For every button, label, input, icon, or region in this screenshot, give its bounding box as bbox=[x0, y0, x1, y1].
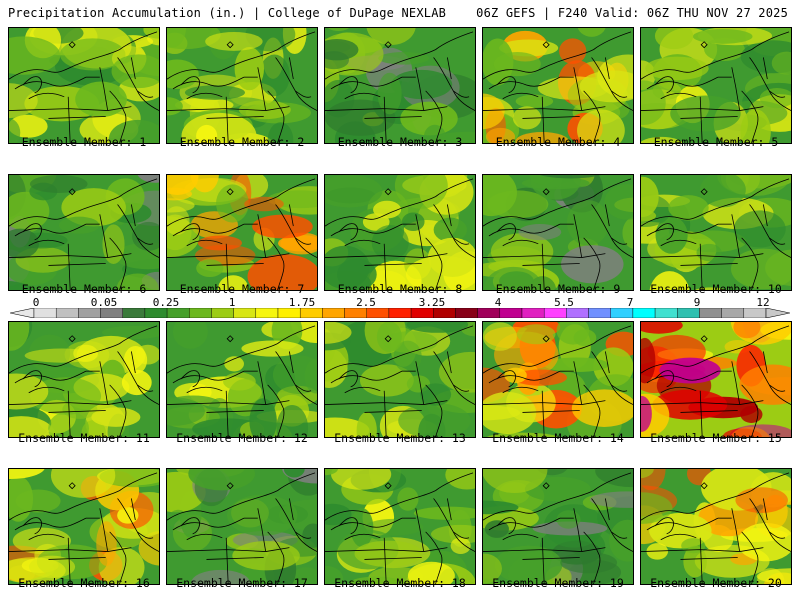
ensemble-member-map-4 bbox=[482, 27, 634, 144]
colorbar-tick-label: 0.05 bbox=[90, 296, 118, 309]
ensemble-member-label: Ensemble Member: 9 bbox=[495, 282, 621, 296]
ensemble-member-map-14 bbox=[482, 321, 634, 438]
ensemble-member-label: Ensemble Member: 2 bbox=[179, 135, 305, 149]
colorbar-swatch bbox=[743, 308, 767, 318]
ensemble-member-map-7 bbox=[166, 174, 318, 291]
colorbar-swatch bbox=[455, 308, 478, 318]
colorbar-swatch bbox=[566, 308, 589, 318]
ensemble-member-map-15 bbox=[640, 321, 792, 438]
colorbar-swatch bbox=[33, 308, 57, 318]
colorbar-swatch bbox=[654, 308, 678, 318]
colorbar-swatch bbox=[543, 308, 567, 318]
ensemble-member-map-20 bbox=[640, 468, 792, 585]
colorbar-max-arrow bbox=[765, 308, 790, 318]
map-title: Precipitation Accumulation (in.) | Colle… bbox=[8, 6, 447, 20]
colorbar-swatch bbox=[299, 308, 323, 318]
ensemble-member-label: Ensemble Member: 18 bbox=[334, 576, 466, 590]
colorbar-tick-label: 0.25 bbox=[152, 296, 180, 309]
colorbar-swatch bbox=[410, 308, 434, 318]
ensemble-member-map-17 bbox=[166, 468, 318, 585]
ensemble-member-label: Ensemble Member: 12 bbox=[176, 431, 308, 445]
colorbar-swatch bbox=[588, 308, 611, 318]
colorbar-swatch bbox=[388, 308, 412, 318]
colorbar-swatch bbox=[477, 308, 501, 318]
ensemble-member-label: Ensemble Member: 16 bbox=[18, 576, 150, 590]
colorbar-swatch bbox=[211, 308, 234, 318]
colorbar-tick-label: 4 bbox=[494, 296, 502, 309]
colorbar-tick-label: 7 bbox=[626, 296, 634, 309]
ensemble-member-map-1 bbox=[8, 27, 160, 144]
ensemble-member-map-10 bbox=[640, 174, 792, 291]
colorbar-swatch bbox=[255, 308, 279, 318]
ensemble-member-map-11 bbox=[8, 321, 160, 438]
colorbar-swatch bbox=[433, 308, 456, 318]
ensemble-member-map-16 bbox=[8, 468, 160, 585]
ensemble-member-label: Ensemble Member: 10 bbox=[650, 282, 782, 296]
ensemble-member-label: Ensemble Member: 4 bbox=[495, 135, 621, 149]
ensemble-member-map-18 bbox=[324, 468, 476, 585]
colorbar-swatch bbox=[55, 308, 79, 318]
colorbar-tick-label: 1 bbox=[228, 296, 236, 309]
colorbar-swatch bbox=[699, 308, 722, 318]
ensemble-member-label: Ensemble Member: 3 bbox=[337, 135, 463, 149]
ensemble-member-map-9 bbox=[482, 174, 634, 291]
ensemble-member-label: Ensemble Member: 15 bbox=[650, 431, 782, 445]
ensemble-member-label: Ensemble Member: 6 bbox=[21, 282, 147, 296]
colorbar-tick-label: 12 bbox=[756, 296, 770, 309]
colorbar-tick-label: 5.5 bbox=[554, 296, 574, 309]
ensemble-member-label: Ensemble Member: 13 bbox=[334, 431, 466, 445]
colorbar-swatch bbox=[233, 308, 257, 318]
colorbar-swatch bbox=[144, 308, 168, 318]
colorbar-swatch bbox=[322, 308, 345, 318]
ensemble-member-map-12 bbox=[166, 321, 318, 438]
ensemble-member-label: Ensemble Member: 17 bbox=[176, 576, 308, 590]
ensemble-member-map-19 bbox=[482, 468, 634, 585]
colorbar-tick-label: 3.25 bbox=[418, 296, 446, 309]
ensemble-member-label: Ensemble Member: 14 bbox=[492, 431, 624, 445]
colorbar-swatch bbox=[100, 308, 123, 318]
colorbar-min-arrow bbox=[10, 308, 35, 318]
colorbar-swatch bbox=[78, 308, 101, 318]
ensemble-member-label: Ensemble Member: 5 bbox=[653, 135, 779, 149]
colorbar-swatch bbox=[189, 308, 212, 318]
colorbar-swatch bbox=[521, 308, 545, 318]
ensemble-member-label: Ensemble Member: 7 bbox=[179, 282, 305, 296]
colorbar-tick-label: 9 bbox=[693, 296, 701, 309]
colorbar-swatch bbox=[344, 308, 367, 318]
ensemble-member-map-6 bbox=[8, 174, 160, 291]
colorbar-swatch bbox=[610, 308, 634, 318]
colorbar-tick-label: 1.75 bbox=[288, 296, 316, 309]
colorbar-swatch bbox=[499, 308, 523, 318]
ensemble-member-map-8 bbox=[324, 174, 476, 291]
ensemble-member-label: Ensemble Member: 1 bbox=[21, 135, 147, 149]
colorbar-tick-label: 0 bbox=[32, 296, 40, 309]
colorbar-swatch bbox=[277, 308, 301, 318]
colorbar-swatch bbox=[366, 308, 390, 318]
ensemble-member-map-5 bbox=[640, 27, 792, 144]
colorbar-swatch bbox=[166, 308, 190, 318]
colorbar-swatch bbox=[721, 308, 745, 318]
model-run-info: 06Z GEFS | F240 Valid: 06Z THU NOV 27 20… bbox=[476, 6, 788, 20]
ensemble-member-label: Ensemble Member: 19 bbox=[492, 576, 624, 590]
colorbar-tick-label: 2.5 bbox=[356, 296, 376, 309]
ensemble-member-label: Ensemble Member: 8 bbox=[337, 282, 463, 296]
colorbar-swatch bbox=[632, 308, 656, 318]
precipitation-colorbar bbox=[10, 308, 790, 318]
colorbar-swatch bbox=[122, 308, 146, 318]
ensemble-member-map-2 bbox=[166, 27, 318, 144]
ensemble-member-label: Ensemble Member: 11 bbox=[18, 431, 150, 445]
colorbar-swatch bbox=[677, 308, 700, 318]
ensemble-member-map-13 bbox=[324, 321, 476, 438]
ensemble-member-map-3 bbox=[324, 27, 476, 144]
ensemble-member-label: Ensemble Member: 20 bbox=[650, 576, 782, 590]
